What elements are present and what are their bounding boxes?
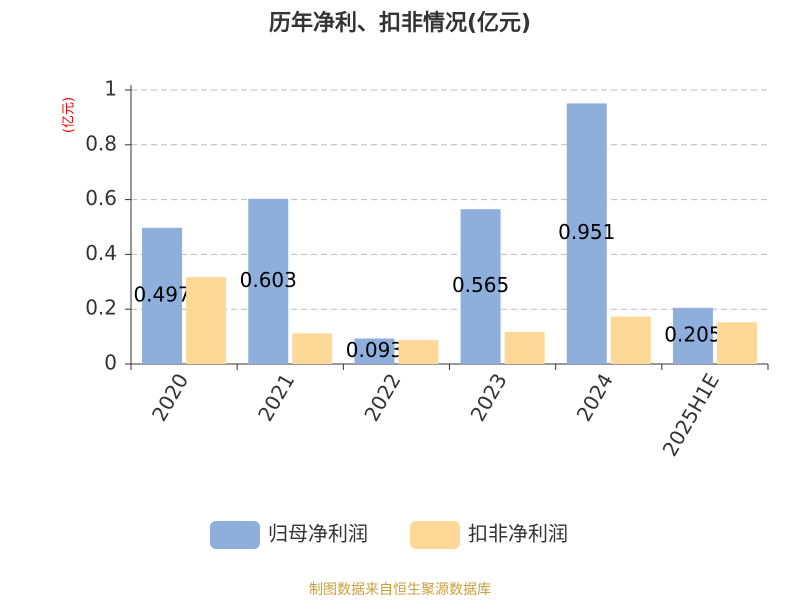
bar [142, 227, 183, 364]
y-tick-label: 0.2 [85, 296, 117, 320]
data-label: 0.497 [133, 282, 190, 306]
x-tick-label: 2025H1E [658, 369, 724, 460]
x-tick-label: 2020 [147, 369, 193, 425]
bar [460, 209, 501, 364]
bar [566, 103, 607, 365]
bar [672, 307, 713, 364]
y-axis-label: (亿元) [62, 97, 77, 133]
x-tick-label: 2021 [253, 369, 299, 425]
data-label: 0.093 [346, 338, 403, 362]
y-tick-label: 0.4 [85, 241, 117, 265]
bar [610, 316, 651, 364]
bar [354, 338, 395, 364]
legend-swatch [410, 521, 460, 549]
legend-swatch [210, 521, 260, 549]
bar [292, 333, 333, 364]
y-tick-label: 1 [104, 77, 117, 101]
data-label: 0.205 [664, 322, 721, 346]
bar [186, 277, 227, 364]
source-note: 制图数据来自恒生聚源数据库 [309, 582, 491, 598]
y-tick-label: 0.8 [85, 131, 117, 155]
y-tick-label: 0 [104, 351, 117, 375]
legend-label: 扣非净利润 [468, 522, 568, 546]
data-label: 0.603 [240, 268, 297, 292]
data-label: 0.565 [452, 273, 509, 297]
x-tick-label: 2024 [572, 369, 618, 425]
x-tick-label: 2022 [359, 369, 405, 425]
bar [716, 322, 757, 364]
x-tick-label: 2023 [465, 369, 511, 425]
bar [504, 331, 545, 364]
y-tick-label: 0.6 [85, 186, 117, 210]
data-label: 0.951 [558, 220, 615, 244]
bar [398, 340, 439, 364]
legend-label: 归母净利润 [268, 522, 368, 546]
bar [248, 198, 289, 364]
chart-title: 历年净利、扣非情况(亿元) [269, 10, 531, 36]
